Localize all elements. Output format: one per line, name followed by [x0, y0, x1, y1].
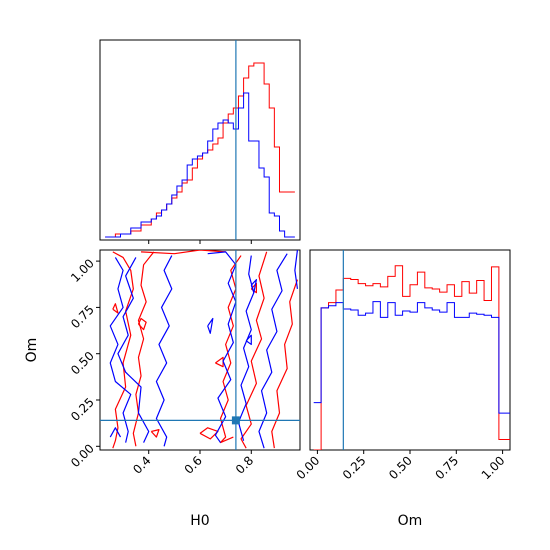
om-hist-tick-label-3: 0.75	[432, 453, 461, 482]
om-tick-label-2: 0.50	[68, 349, 97, 378]
truth-marker	[231, 416, 240, 425]
contour-1-8	[207, 317, 214, 334]
contour-0-3	[271, 279, 299, 449]
h0-histogram-marks	[105, 40, 295, 244]
h0-histogram-frame	[99, 39, 301, 241]
contour-1-1	[117, 257, 150, 443]
contour-0-8	[137, 317, 147, 331]
panel-h0-histogram	[99, 39, 301, 244]
contour-1-4	[237, 255, 255, 441]
contour-1-7	[109, 427, 122, 438]
om-histogram-frame	[309, 249, 511, 451]
contour-0-1	[132, 251, 155, 447]
om-histogram-series-1	[313, 301, 510, 414]
panel-om-histogram: 0.00 0.25 0.50 0.75 1.00 Om	[294, 249, 511, 529]
om-histogram-series-0	[313, 265, 510, 450]
om-tick-label-4: 1.00	[68, 256, 97, 285]
contour-0-7	[150, 429, 160, 438]
om-tick-label-1: 0.25	[68, 395, 97, 424]
contour-1-9	[245, 334, 252, 346]
contour-0-5	[140, 250, 226, 255]
om-hist-tick-label-0: 0.00	[294, 453, 323, 482]
contour-1-6	[294, 250, 299, 289]
contour-0-2	[240, 251, 268, 449]
om-tick-label-0: 0.00	[68, 441, 97, 470]
x-axis-label-h0: H0	[190, 513, 209, 529]
om-hist-tick-label-1: 0.25	[340, 453, 369, 482]
contour-0-4	[219, 255, 242, 444]
contour-0-10	[215, 356, 224, 368]
contour-0-6	[199, 427, 219, 440]
h0-tick-label-2: 0.8	[233, 453, 256, 476]
y-axis-label-om: Om	[24, 338, 40, 363]
h0-histogram-series-0	[105, 62, 295, 238]
contour-0-9	[112, 303, 119, 314]
panel-h0-om-contours: 0.4 0.6 0.8 0.00 0.25 0.50 0.75 1.00 H0 Om	[24, 249, 301, 529]
om-hist-tick-label-4: 1.00	[479, 453, 508, 482]
h0-tick-label-1: 0.6	[182, 453, 205, 476]
om-tick-label-3: 0.75	[68, 302, 97, 331]
h0-tick-label-0: 0.4	[130, 453, 153, 476]
om-histogram-lines	[313, 250, 510, 450]
contour-1-5	[258, 253, 288, 449]
om-histogram-marks: 0.00 0.25 0.50 0.75 1.00	[294, 250, 510, 482]
contour-1-0	[109, 257, 132, 443]
h0-om-contour-marks: 0.4 0.6 0.8 0.00 0.25 0.50 0.75 1.00	[68, 250, 300, 477]
contour-lines	[100, 250, 300, 450]
contour-1-10	[250, 279, 258, 294]
x-axis-label-om: Om	[398, 513, 423, 529]
h0-histogram-series-1	[105, 92, 295, 238]
contour-1-2	[155, 255, 173, 447]
om-hist-tick-label-2: 0.50	[386, 453, 415, 482]
